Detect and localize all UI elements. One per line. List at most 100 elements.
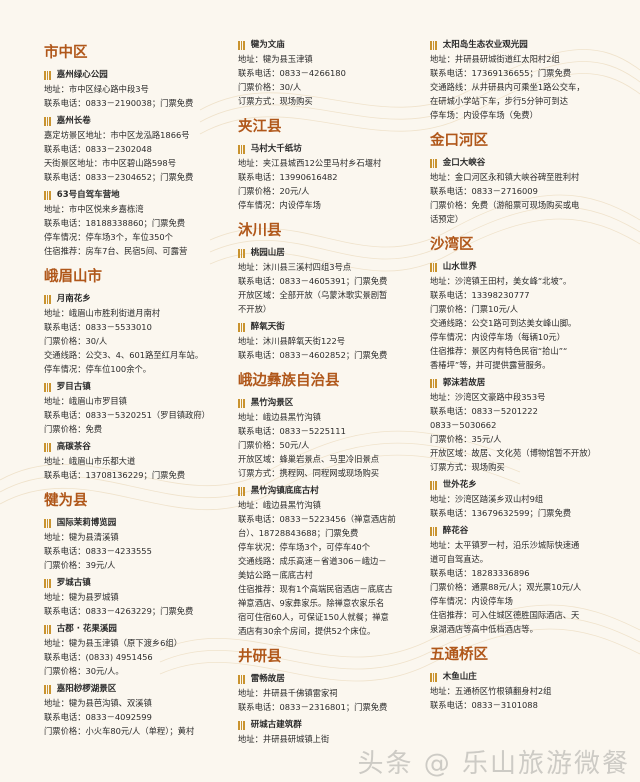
attraction-detail-line: 停车情况：停车场3个，车位350个 [44, 232, 173, 242]
attraction-detail-line: 地址：市中区悦来乡嘉栋湾 [44, 204, 144, 214]
attraction-name: 世外花乡 [442, 480, 477, 490]
attraction-detail-line: 门票价格：30元/人。 [44, 666, 124, 676]
attraction-detail-line: 地址：犍为县芭沟镇、双溪镇 [44, 698, 152, 708]
bullet-bars-icon [44, 684, 51, 694]
region-title: 峨眉山市 [44, 269, 102, 285]
attraction-name: 黑竹沟景区 [250, 398, 294, 408]
attraction-detail-line: 酒店有30余个房间，提供52个床位。 [238, 626, 376, 636]
attraction-entry: 黑竹沟景区 地址：峨边县黑竹沟镇 联系电话：0833－5225111 门票价格：50元… [238, 396, 414, 480]
attraction-detail-line: 地址：井研县研城街道红太阳村2组 [430, 54, 560, 64]
attraction-detail-line: 地址：峨眉山市乐都大道 [44, 456, 136, 466]
bullet-bars-icon [44, 116, 51, 126]
attraction-entry: 罗目古镇 地址：峨眉山市罗目镇 联系电话：0833－5320251（罗目镇政府） 门票… [44, 380, 234, 436]
attraction-name: 犍为文庙 [250, 40, 285, 50]
attraction-name: 太阳岛生态农业观光园 [442, 40, 528, 50]
attraction-detail-line: 地址：沙湾区踏溪乡双山村9组 [430, 494, 544, 504]
attraction-entry: 山水世界 地址：沙湾镇王田村，美女峰“北坡”。 联系电话：13398230777 门票… [430, 260, 636, 372]
attraction-detail-line: 联系电话：(0833) 4951456 [44, 652, 153, 662]
attraction-detail-line: 联系电话：18188338860；门票免费 [44, 218, 186, 228]
attraction-detail-line: 美姑公路－底底古村 [238, 570, 313, 580]
attraction-entry: 研城古建筑群 地址：井研县研城镇上街 [238, 718, 414, 746]
attraction-name: 金口大峡谷 [442, 158, 486, 168]
attraction-entry: 黑竹沟镇底底古村 地址：峨边县黑竹沟镇 联系电话：0833－5223456（禅意酒店… [238, 484, 414, 638]
attraction-detail-line: 门票价格：50元/人 [238, 440, 310, 450]
bullet-bars-icon [430, 40, 437, 50]
attraction-name: 嘉州长卷 [56, 116, 91, 126]
attraction-detail-line: 地址：金口河区永和镇大峡谷碑至胜利村 [430, 172, 580, 182]
bullet-bars-icon [44, 70, 51, 80]
attraction-entry: 木鱼山庄地址：五通桥区竹根镇翻身村2组 联系电话：0833－3101088 [430, 670, 636, 712]
column-1: 市中区 嘉州绿心公园 地址：市中区绿心路中段3号 联系电话：0833－2190038；… [44, 34, 234, 742]
attraction-detail-line: 地址：犍为县清溪镇 [44, 532, 119, 542]
attraction-name-row: 国际茉莉博览园 [44, 516, 234, 530]
attraction-name: 木鱼山庄 [442, 672, 477, 682]
attraction-entry: 郭沫若故居 地址：沙湾区文豪路中段353号 联系电话：0833－5201222 083… [430, 376, 636, 474]
bullet-bars-icon [44, 518, 51, 528]
attraction-name: 月南花乡 [56, 294, 91, 304]
attraction-detail-line: 地址：沙湾镇王田村，美女峰“北坡”。 [430, 276, 572, 286]
attraction-detail-line: 门票价格：门票10元/人 [430, 304, 519, 314]
attraction-detail-line: 地址：沙湾区文豪路中段353号 [430, 392, 546, 402]
attraction-name-row: 世外花乡 [430, 478, 636, 492]
attraction-name-row: 醉花谷 [430, 524, 636, 538]
attraction-name-row: 嘉州绿心公园 [44, 68, 234, 82]
attraction-name: 桃园山居 [250, 248, 285, 258]
attraction-entry: 醉氧天街 地址：沐川县醉氧天街122号 联系电话：0833－4602852；门票免费 [238, 320, 414, 362]
bullet-bars-icon [238, 720, 245, 730]
attraction-detail-line: 停车情况：停车位100余个。 [44, 364, 152, 374]
attraction-entry: 月南花乡 地址：峨眉山市胜利街道月南村 联系电话：0833－5533010 门票价格：… [44, 292, 234, 376]
attraction-name: 高碳茶谷 [56, 442, 91, 452]
attraction-detail-line: 联系电话：0833－2316801；门票免费 [238, 702, 388, 712]
attraction-detail-line: 不开放） [238, 304, 272, 314]
bullet-bars-icon [238, 144, 245, 154]
attraction-entry: 63号自驾车营地 地址：市中区悦来乡嘉栋湾 联系电话：18188338860；门票免… [44, 188, 234, 258]
attraction-detail-line: 开放区域：故居、文化苑（博物馆暂不开放） [430, 448, 596, 458]
region-title: 五通桥区 [430, 647, 488, 663]
attraction-detail-line: 门票价格：通票88元/人；观光票10元/人 [430, 582, 582, 592]
bullet-bars-icon [238, 398, 245, 408]
attraction-detail-line: 联系电话：0833－5223456（禅意酒店前 [238, 514, 396, 524]
attraction-detail-line: 联系电话：0833－4602852；门票免费 [238, 350, 388, 360]
attraction-name-row: 古郡 · 花果溪园 [44, 622, 234, 636]
attraction-detail-line: 地址：市中区绿心路中段3号 [44, 84, 149, 94]
attraction-detail-line: 联系电话：13990616482 [238, 172, 338, 182]
attraction-detail-line: 停车情况：内设停车场（每辆10元） [430, 332, 566, 342]
bullet-bars-icon [238, 322, 245, 332]
attraction-detail-line: 停车情况：内设停车场 [238, 200, 321, 210]
attraction-entry: 马村大千纸坊 地址：夹江县城西12公里马村乡石堰村 联系电话：13990616482… [238, 142, 414, 212]
bullet-bars-icon [44, 578, 51, 588]
attraction-name-row: 醉氧天街 [238, 320, 414, 334]
column-2: 犍为文庙 地址：犍为县玉津镇 联系电话：0833－4266180 门票价格：30/人订… [238, 38, 414, 750]
attraction-detail-line: 联系电话：0833－5225111 [238, 426, 346, 436]
attraction-name-row: 黑竹沟镇底底古村 [238, 484, 414, 498]
attraction-detail-line: 地址：五通桥区竹根镇翻身村2组 [430, 686, 552, 696]
attraction-detail-line: 联系电话：13708136229；门票免费 [44, 470, 186, 480]
attraction-entry: 高碳茶谷地址：峨眉山市乐都大道联系电话：13708136229；门票免费 [44, 440, 234, 482]
attraction-detail-line: 地址：犍为县罗城镇 [44, 592, 119, 602]
attraction-name: 雷畅故居 [250, 674, 285, 684]
attraction-detail-line: 联系电话：0833－2304652；门票免费 [44, 172, 194, 182]
attraction-name: 罗城古镇 [56, 578, 91, 588]
attraction-detail-line: 地址：太平镇罗一村，沿乐沙城际快速通 [430, 540, 580, 550]
attraction-entry: 犍为文庙 地址：犍为县玉津镇 联系电话：0833－4266180 门票价格：30/人订… [238, 38, 414, 108]
attraction-name: 郭沫若故居 [442, 378, 486, 388]
attraction-detail-line: 香椿坪”等，并可提供露营服务。 [430, 360, 551, 370]
attraction-name-row: 高碳茶谷 [44, 440, 234, 454]
attraction-detail-line: 门票价格：35元/人 [430, 434, 502, 444]
attraction-detail-line: 话预定） [430, 214, 464, 224]
attraction-detail-line: 联系电话：0833－2190038；门票免费 [44, 98, 194, 108]
attraction-name-row: 罗城古镇 [44, 576, 234, 590]
attraction-detail-line: 联系电话：0833－2716009 [430, 186, 538, 196]
attraction-detail-line: 台）、18728843688；门票免费 [238, 528, 359, 538]
attraction-detail-line: 地址：犍为县玉津镇 [238, 54, 313, 64]
attraction-detail-line: 联系电话：0833－5201222 [430, 406, 538, 416]
attraction-detail-line: 门票价格：20元/人 [238, 186, 310, 196]
attraction-name-row: 嘉阳桫椤湖景区 [44, 682, 234, 696]
attraction-detail-line: 联系电话：0833－3101088 [430, 700, 538, 710]
attraction-name-row: 山水世界 [430, 260, 636, 274]
attraction-name: 研城古建筑群 [250, 720, 302, 730]
bullet-bars-icon [238, 40, 245, 50]
attraction-detail-line: 地址：峨眉山市胜利街道月南村 [44, 308, 161, 318]
attraction-name-row: 月南花乡 [44, 292, 234, 306]
